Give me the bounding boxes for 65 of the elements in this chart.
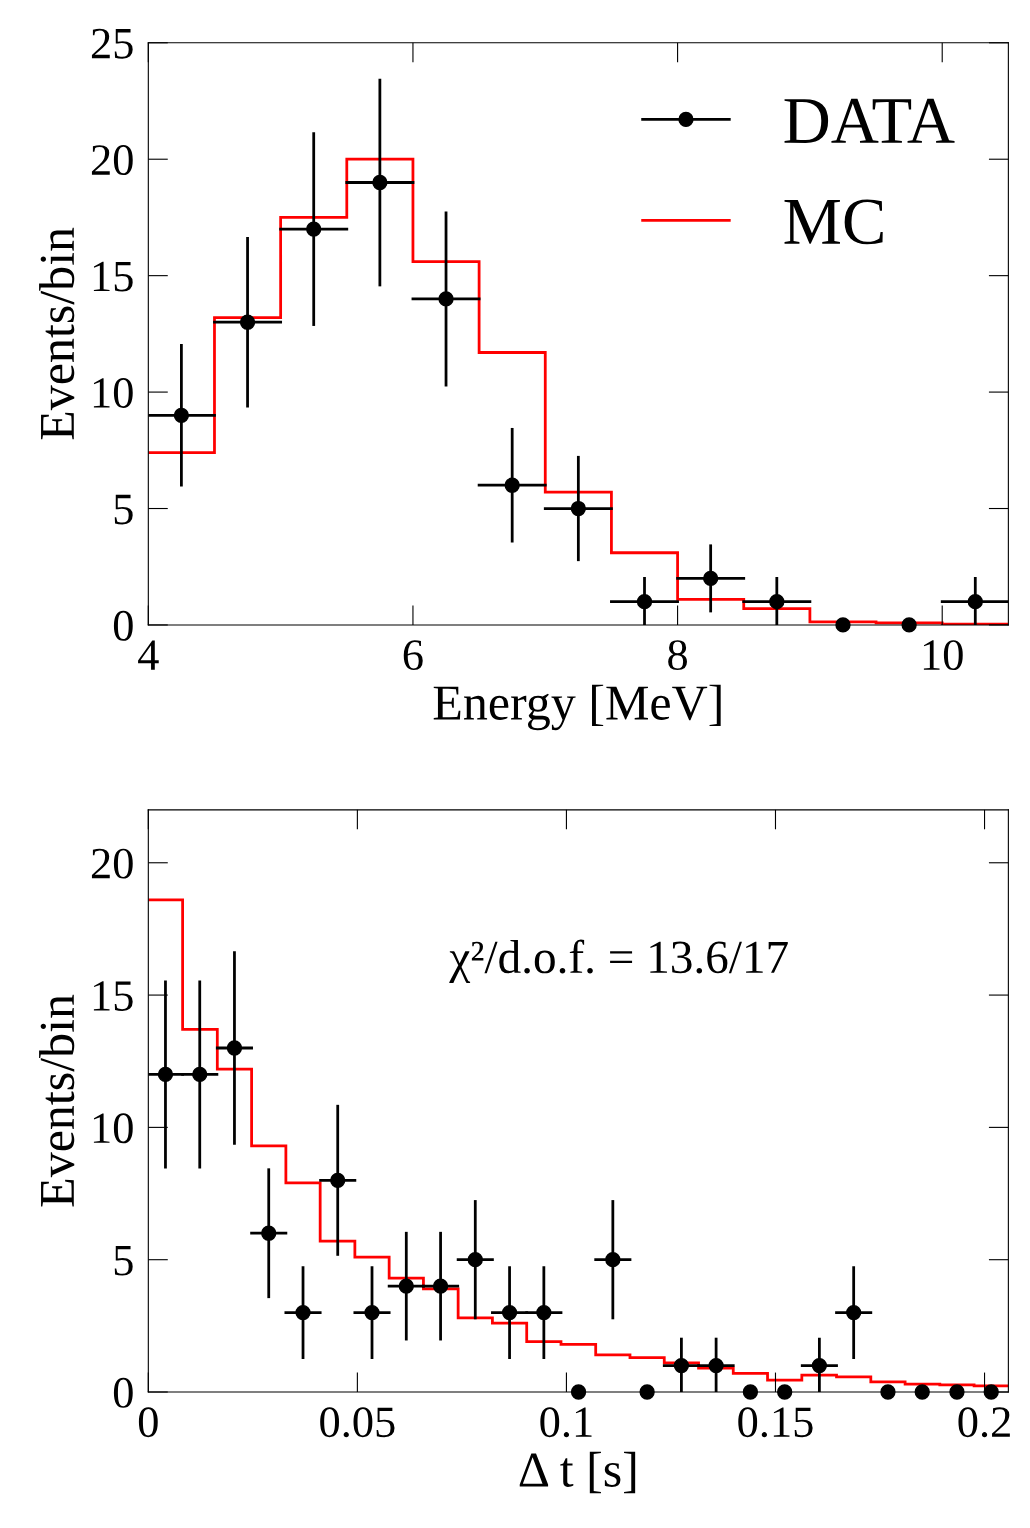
point	[636, 594, 653, 610]
y-tick-label: 0	[113, 1377, 133, 1408]
point	[295, 1304, 311, 1321]
point	[901, 617, 917, 633]
point	[438, 291, 454, 307]
point	[192, 1066, 208, 1083]
x-tick-label: 8	[668, 640, 687, 671]
point	[777, 1384, 793, 1400]
point	[157, 1066, 174, 1083]
x-axis-title: Energy [MeV]	[433, 684, 721, 731]
y-tick-label: 10	[93, 1113, 133, 1144]
y-tick-label: 10	[93, 377, 133, 408]
point	[835, 617, 851, 633]
point	[605, 1252, 621, 1268]
y-tick-label: 25	[91, 28, 133, 59]
point	[536, 1304, 552, 1321]
point	[983, 1384, 999, 1400]
point	[467, 1252, 483, 1268]
y-tick-label: 15	[93, 261, 133, 292]
point	[703, 570, 719, 587]
point	[239, 314, 256, 330]
point	[570, 500, 586, 517]
x-tick-label: 0.15	[738, 1407, 813, 1438]
point	[708, 1357, 724, 1374]
point	[949, 1384, 965, 1400]
point	[372, 174, 388, 191]
point	[570, 1384, 587, 1400]
y-tick-label: 20	[91, 145, 133, 176]
point	[306, 221, 322, 237]
point	[398, 1278, 414, 1294]
y-tick-label: 5	[114, 494, 133, 525]
y-axis-title: Events/bin	[39, 994, 75, 1207]
x-tick-label: 0.1	[540, 1407, 592, 1438]
y-tick-label: 0	[113, 610, 133, 641]
legend-label: DATA	[784, 98, 955, 143]
legend-label: MC	[784, 199, 883, 245]
point	[846, 1304, 862, 1321]
point	[967, 594, 983, 610]
y-axis-title: Events/bin	[39, 227, 75, 440]
point	[173, 407, 190, 424]
point	[673, 1357, 690, 1374]
annotation: χ²/d.o.f. = 13.6/17	[449, 939, 788, 983]
y-tick-label: 15	[93, 981, 133, 1011]
x-tick-label: 0	[138, 1407, 158, 1438]
x-tick-label: 10	[923, 640, 963, 671]
point	[769, 594, 785, 610]
point	[330, 1172, 346, 1188]
point	[639, 1384, 655, 1400]
x-tick-label: 0.2	[958, 1407, 1010, 1438]
y-tick-label: 5	[114, 1246, 133, 1276]
x-tick-label: 0.05	[320, 1407, 395, 1438]
point	[364, 1304, 380, 1321]
point	[504, 477, 520, 493]
x-tick-label: 6	[403, 640, 423, 671]
y-tick-label: 20	[91, 848, 133, 879]
point	[742, 1384, 759, 1400]
point	[880, 1384, 896, 1400]
point	[811, 1357, 828, 1374]
point	[261, 1225, 277, 1241]
point	[432, 1278, 449, 1294]
x-axis-title: Δ t [s]	[519, 1451, 636, 1494]
point	[226, 1040, 243, 1056]
point	[501, 1304, 518, 1321]
point	[914, 1384, 930, 1400]
x-tick-label: 4	[138, 640, 159, 670]
